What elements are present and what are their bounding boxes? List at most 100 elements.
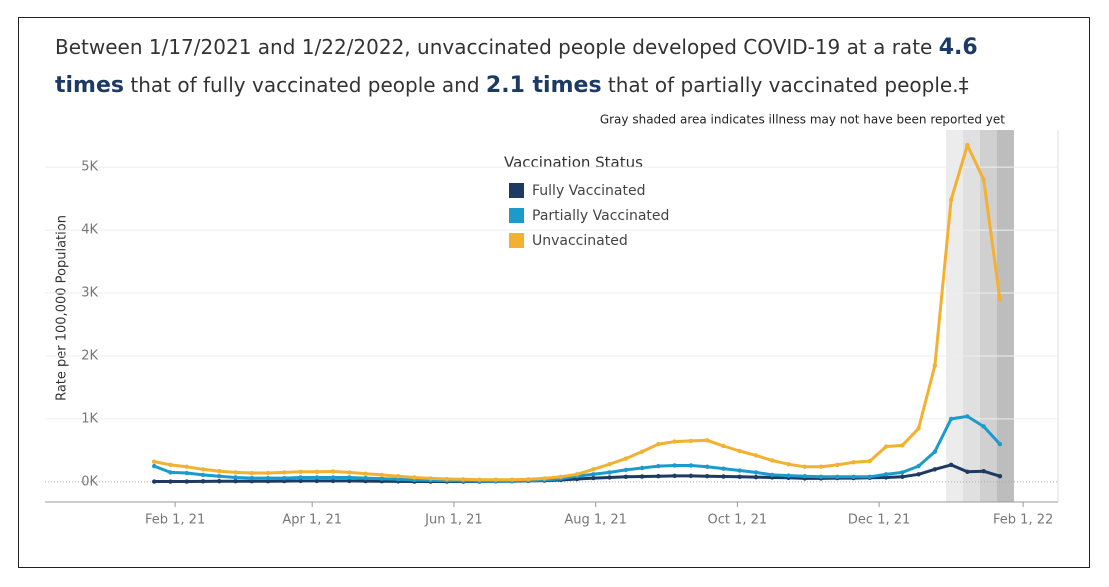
point [883,472,889,477]
point [493,477,498,482]
point [461,477,466,482]
point [981,468,986,474]
point [217,479,222,484]
point [867,474,873,480]
point [997,297,1003,302]
point [818,474,824,480]
point [623,456,629,461]
title-part: that of fully vaccinated people and [124,73,486,97]
point [314,469,320,474]
point [412,475,417,480]
shade [997,130,1014,502]
point [330,469,336,474]
x-tick-label: Jun 1, 21 [424,513,483,528]
point [802,464,807,469]
y-tick-label: 4K [81,223,98,238]
x-tick-label: Aug 1, 21 [564,513,627,528]
point [151,459,157,464]
point [965,414,970,419]
point [932,467,938,472]
frame [18,17,1090,568]
point [233,470,238,475]
legend-label: Fully Vaccinated [532,183,645,199]
point [737,474,742,480]
point [347,470,352,475]
point [298,478,303,484]
point [265,470,271,476]
x-tick-label: Dec 1, 21 [848,513,910,528]
point [282,475,287,481]
point [623,467,629,473]
point [314,475,320,480]
y-tick-label: 2K [81,348,98,363]
point [249,479,254,484]
point [168,470,173,475]
point [900,474,905,480]
point [786,473,791,478]
point [770,458,775,463]
annotation: Gray shaded area indicates illness may n… [600,113,1005,127]
point [802,473,807,479]
point [444,476,450,482]
point [233,475,238,480]
point [851,474,856,480]
point [704,473,710,479]
point [688,463,694,468]
point [704,438,710,443]
point [591,472,596,477]
point [249,470,254,476]
point [168,462,173,468]
point [151,479,157,484]
point [298,475,303,480]
point [265,475,271,481]
point [900,443,905,448]
point [282,470,287,475]
point [721,474,726,479]
point [948,416,954,422]
point [363,478,368,484]
point [184,479,189,484]
point [639,465,645,471]
point [932,449,938,454]
point [607,462,612,467]
point [965,469,970,474]
point [656,473,661,479]
point [200,479,206,484]
point [200,467,206,472]
legend-swatch [509,183,524,198]
title-part: that of partially vaccinated people.‡ [602,73,969,97]
point [851,460,856,465]
title-part: Between 1/17/2021 and 1/22/2022, unvacci… [55,35,939,59]
title-line-2: times that of fully vaccinated people an… [55,73,969,99]
point [981,177,986,182]
point [509,477,515,482]
point [672,473,677,479]
point [835,474,840,480]
title-part: 2.1 times [486,73,602,98]
point [330,478,336,484]
point [965,142,970,148]
point [737,448,742,454]
y-tick-label: 3K [81,286,98,301]
point [753,470,759,475]
point [672,439,677,444]
point [721,443,726,449]
legend-title: Vaccination Status [504,154,643,172]
point [916,463,921,469]
point [623,474,629,480]
point [347,478,352,484]
point [997,441,1003,447]
legend-label: Partially Vaccinated [532,208,669,224]
legend-swatch [509,208,524,223]
point [883,475,889,480]
point [379,476,385,481]
point [818,464,824,469]
point [168,479,173,484]
point [184,470,189,476]
shade [963,130,980,502]
point [672,463,677,468]
point [981,424,986,429]
point [916,426,921,431]
point [883,444,889,449]
